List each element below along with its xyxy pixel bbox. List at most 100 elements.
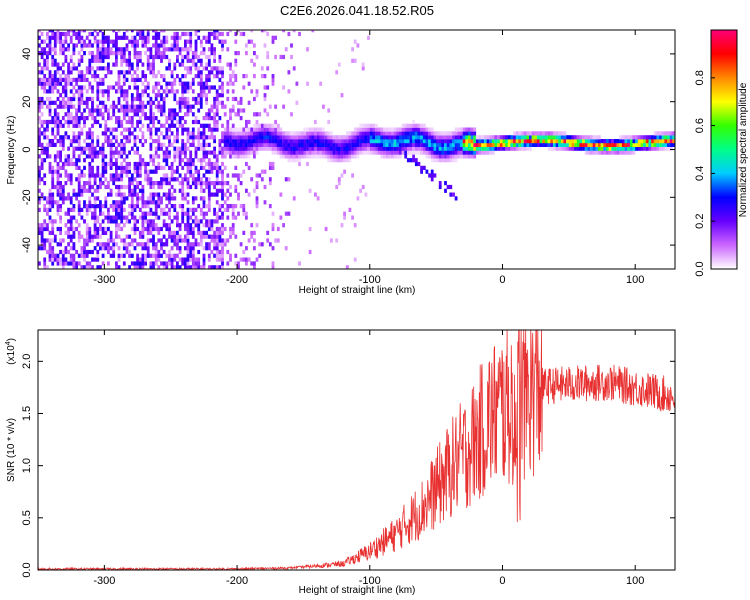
spectrogram-cell [56, 104, 60, 109]
spectrogram-cell [268, 177, 272, 182]
spectrogram-cell [497, 139, 500, 144]
spectrogram-cell [417, 139, 421, 144]
spectrogram-cell [210, 249, 214, 255]
spectrogram-cell [176, 154, 179, 159]
spectrogram-cell [353, 127, 357, 132]
spectrogram-cell [178, 47, 182, 52]
spectrogram-cell [393, 135, 397, 140]
spectrogram-cell [247, 154, 251, 159]
spectrogram-cell [64, 85, 68, 90]
spectrogram-cell [101, 66, 105, 71]
spectrogram-cell [149, 192, 153, 197]
spectrogram-cell [72, 123, 76, 128]
spectrogram-cell [202, 85, 206, 90]
spectrogram-cell [133, 51, 137, 56]
spectrogram-cell [53, 238, 57, 243]
spectrogram-cell [624, 142, 628, 147]
spectrogram-cell [438, 158, 442, 163]
spectrogram-cell [592, 146, 596, 151]
spectrogram-cell [202, 215, 206, 220]
spectrogram-cell [205, 204, 208, 209]
spectrogram-cell [77, 58, 81, 63]
spectrogram-cell [152, 100, 155, 105]
spectrogram-cell [141, 234, 145, 239]
spectrogram-cell [253, 265, 256, 269]
spectrogram-cell [295, 158, 299, 163]
spectrogram-cell [253, 62, 256, 67]
spectrogram-cell [125, 242, 129, 247]
spectrogram-cell [207, 112, 211, 117]
spectrogram-cell [85, 230, 89, 235]
spectrogram-cell [242, 207, 246, 212]
spectrogram-cell [199, 165, 203, 170]
spectrogram-cell [263, 96, 267, 102]
spectrogram-cell [64, 211, 68, 216]
spectrogram-cell [170, 219, 174, 224]
spectrogram-cell [385, 127, 389, 132]
spectrogram-cell [178, 257, 182, 262]
spectrogram-cell [255, 196, 259, 201]
spectrogram-cell [91, 169, 94, 174]
spectrogram-cell [205, 211, 208, 216]
spectrogram-cell [659, 146, 662, 151]
spectrogram-cell [510, 142, 514, 147]
spectrogram-cell [59, 192, 62, 197]
spectrogram-cell [83, 30, 86, 33]
spectrogram-cell [263, 74, 267, 79]
spectrogram-cell [117, 200, 121, 205]
spectrogram-cell [425, 146, 429, 151]
spectrogram-cell [207, 31, 211, 37]
spectrogram-cell [96, 139, 100, 144]
spectrogram-cell [43, 219, 47, 224]
spectrogram-cell [659, 142, 662, 147]
spectrogram-cell [404, 150, 408, 155]
spectrogram-cell [239, 96, 243, 102]
spectrogram-cell [53, 43, 57, 48]
spectrogram-cell [656, 146, 660, 151]
spectrogram-cell [141, 70, 145, 75]
spectrogram-cell [115, 204, 118, 209]
spectrogram-cell [176, 150, 179, 155]
spectrogram-cell [345, 146, 349, 151]
spectrogram-cell [128, 204, 131, 209]
spectrogram-cell [88, 135, 92, 140]
spectrogram-cell [452, 139, 455, 144]
spectrogram-cell [276, 226, 280, 232]
spectrogram-cell [255, 89, 259, 94]
spectrogram-cell [284, 131, 288, 136]
spectrogram-cell [115, 219, 118, 224]
spectrogram-cell [48, 192, 52, 197]
spectrogram-cell [181, 139, 185, 144]
spectrogram-cell [38, 116, 41, 121]
spectrogram-cell [452, 135, 455, 140]
spectrogram-cell [189, 31, 193, 37]
spectrogram-cell [122, 108, 126, 113]
spectrogram-cell [157, 54, 161, 60]
spectrogram-cell [364, 127, 368, 132]
spectrogram-cell [194, 51, 198, 56]
spectrogram-cell [197, 100, 201, 105]
spectrogram-cell [85, 66, 89, 71]
spectrogram-cell [197, 81, 201, 86]
spectrogram-cell [104, 74, 108, 79]
spectrogram-cell [152, 89, 155, 94]
spectrogram-cell [234, 253, 238, 258]
spectrogram-cell [274, 135, 277, 140]
spectrogram-cell [136, 242, 139, 247]
spectrogram-cell [61, 123, 65, 128]
spectrogram-cell [176, 230, 179, 235]
spectrogram-cell [377, 142, 381, 147]
spectrogram-cell [117, 257, 121, 262]
spectrogram-cell [351, 150, 354, 155]
spectrogram-cell [53, 142, 57, 147]
spectrogram-cell [300, 135, 304, 140]
spectrogram-cell [59, 139, 62, 144]
spectrogram-cell [38, 154, 41, 159]
spectrogram-cell [327, 135, 331, 140]
spectrogram-cell [521, 135, 524, 140]
spectrogram-cell [75, 116, 78, 121]
spectrogram-cell [80, 74, 84, 79]
spectrogram-cell [101, 77, 105, 82]
spectrogram-cell [189, 242, 193, 247]
spectrogram-cell [162, 211, 166, 216]
